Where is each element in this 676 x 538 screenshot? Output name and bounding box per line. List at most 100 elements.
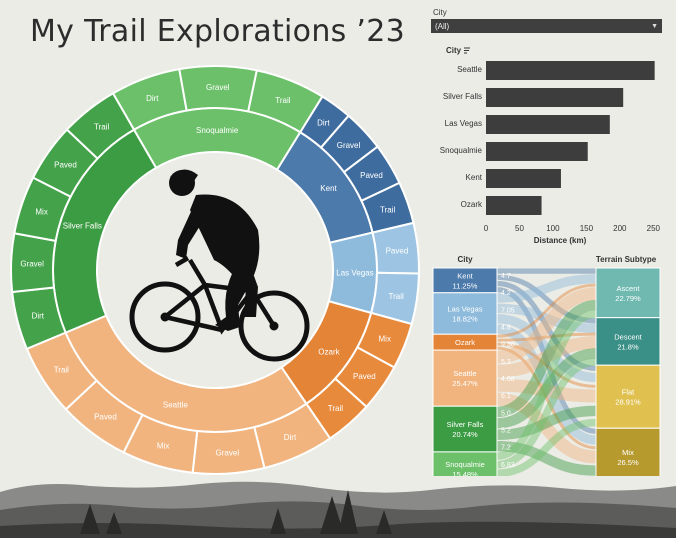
sankey-link[interactable]: [496, 283, 597, 338]
sankey-city-label: Ozark: [455, 338, 475, 347]
sunburst-terrain-label: Mix: [157, 442, 169, 451]
bar-category-label: Silver Falls: [443, 92, 482, 101]
sankey-terrain-node[interactable]: [595, 317, 661, 366]
sunburst-terrain-label: Paved: [94, 413, 117, 422]
sankey-link-label: 7.05: [501, 307, 515, 314]
sunburst-terrain-label: Paved: [353, 372, 376, 381]
sunburst-chart: Snoqualmie Kent Las Vegas Ozark Seattle Silve…: [10, 65, 420, 475]
bar[interactable]: [486, 142, 588, 161]
bar[interactable]: [486, 115, 610, 134]
sort-icon[interactable]: [464, 47, 470, 54]
sankey-city-label: Kent: [457, 271, 473, 280]
sankey-link-label: 4.7: [501, 273, 511, 280]
sunburst-terrain-label: Trail: [389, 292, 404, 301]
sunburst-terrain-label: Mix: [35, 207, 47, 216]
sankey-city-node[interactable]: [432, 267, 498, 294]
x-tick-label: 200: [613, 224, 627, 233]
sankey-terrain-percent: 21.8%: [617, 342, 639, 351]
sankey-link-label: 4.2: [501, 290, 511, 297]
sankey-terrain-percent: 22.79%: [615, 294, 641, 303]
sankey-city-percent: 20.74%: [452, 430, 478, 439]
page-title: My Trail Explorations ’23: [30, 14, 406, 49]
sankey-city-node[interactable]: [432, 292, 498, 335]
sankey-link[interactable]: [496, 392, 597, 464]
sankey-link[interactable]: [496, 274, 597, 324]
sankey-link[interactable]: [496, 324, 597, 445]
bar[interactable]: [486, 61, 655, 80]
sankey-link-label: 6.83: [501, 462, 515, 469]
x-tick-label: 0: [484, 224, 489, 233]
sankey-link[interactable]: [496, 287, 597, 434]
sankey-terrain-label: Flat: [622, 388, 635, 397]
sunburst-terrain-label: Trail: [275, 96, 290, 105]
sankey-link[interactable]: [496, 280, 597, 371]
bar-chart-y-axis-title: City: [446, 46, 462, 55]
distance-bar-chart: City Seattle Silver Falls Las Vegas Snoqual…: [440, 46, 661, 245]
sunburst-terrain-label: Trail: [54, 365, 69, 374]
sankey-link[interactable]: [496, 274, 597, 303]
sankey-link[interactable]: [496, 348, 597, 429]
sankey-city-node[interactable]: [432, 349, 498, 407]
bar[interactable]: [486, 169, 561, 188]
bar[interactable]: [486, 88, 624, 107]
sunburst-terrain-label: Paved: [386, 246, 409, 255]
sunburst-city-label: Ozark: [318, 347, 340, 356]
sankey-link-label: 4.68: [501, 376, 515, 383]
sankey-city-percent: 15.48%: [452, 470, 478, 479]
bar-category-label: Seattle: [457, 65, 482, 74]
sankey-link[interactable]: [496, 332, 597, 342]
sankey-link[interactable]: [496, 310, 597, 460]
sankey-link[interactable]: [496, 346, 597, 450]
sunburst-city-label: Silver Falls: [63, 221, 102, 230]
sankey-link-label: 7.2: [501, 445, 511, 452]
bar-chart-x-axis-title: Distance (km): [534, 236, 587, 245]
sankey-link[interactable]: [496, 405, 597, 440]
sankey-link[interactable]: [496, 358, 597, 469]
sunburst-inner-ring: Snoqualmie Kent Las Vegas Ozark Seattle Silve…: [52, 107, 378, 433]
sankey-link[interactable]: [496, 287, 597, 364]
sankey-link[interactable]: [496, 303, 597, 333]
sankey-terrain-label: Mix: [622, 448, 634, 457]
sankey-link-label: 5.0: [501, 410, 511, 417]
sankey-city-label: Las Vegas: [447, 305, 482, 314]
sunburst-terrain-label: Dirt: [284, 433, 297, 442]
sankey-link[interactable]: [496, 378, 597, 403]
bar-category-label: Ozark: [461, 200, 483, 209]
sunburst-outer-ring: Dirt Gravel Trail Dirt Gravel Paved Trail Paved…: [10, 65, 420, 475]
sunburst-city-label: Kent: [320, 184, 337, 193]
sunburst-terrain-label: Mix: [379, 334, 391, 343]
bar-rows: Seattle Silver Falls Las Vegas Snoqualmie Ke…: [440, 61, 655, 215]
sankey-link-label: 6.1: [501, 393, 511, 400]
city-filter-label: City: [433, 8, 447, 17]
sunburst-city-label: Las Vegas: [336, 268, 373, 277]
sankey-link[interactable]: [496, 314, 597, 383]
sankey-terrain-label: Ascent: [617, 284, 641, 293]
bar[interactable]: [486, 196, 542, 215]
sankey-terrain-label: Descent: [614, 332, 642, 341]
sankey-link-label: 5.3: [501, 359, 511, 366]
sunburst-terrain-label: Gravel: [20, 259, 44, 268]
sankey-link[interactable]: [496, 440, 597, 476]
x-tick-label: 100: [546, 224, 560, 233]
bar-category-label: Kent: [466, 173, 483, 182]
x-tick-label: 50: [515, 224, 524, 233]
sunburst-terrain-segment[interactable]: [65, 91, 136, 160]
x-tick-label: 150: [580, 224, 594, 233]
sankey-link[interactable]: [496, 299, 597, 418]
sankey-link[interactable]: [496, 342, 597, 388]
sankey-city-node[interactable]: [432, 405, 498, 453]
city-filter-dropdown[interactable]: (All) ▼: [431, 19, 662, 33]
sunburst-terrain-label: Dirt: [32, 312, 45, 321]
x-tick-label: 250: [647, 224, 661, 233]
sankey-city-label: Silver Falls: [447, 420, 484, 429]
sankey-terrain-percent: 28.91%: [615, 398, 641, 407]
sankey-link[interactable]: [496, 336, 597, 378]
chevron-down-icon: ▼: [651, 22, 658, 30]
sunburst-terrain-label: Gravel: [337, 141, 361, 150]
sankey-link-label: 9.38: [501, 342, 515, 349]
sankey-link[interactable]: [496, 418, 597, 477]
sunburst-terrain-label: Dirt: [146, 94, 159, 103]
